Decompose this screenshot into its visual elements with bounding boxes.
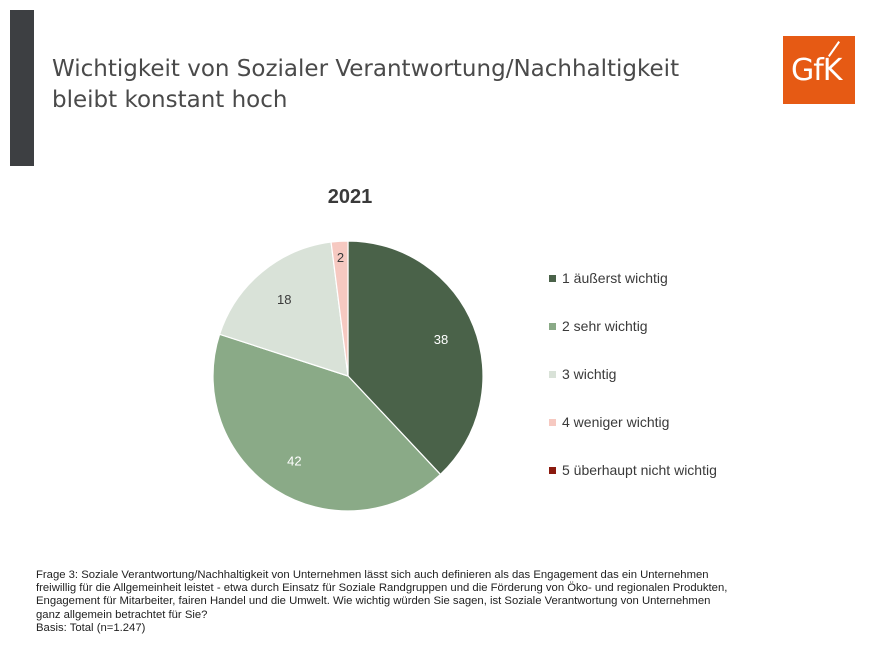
chart-title: 2021 <box>327 186 373 208</box>
pie-value-label-1: 38 <box>434 332 448 347</box>
legend-label-5: 5 überhaupt nicht wichtig <box>562 462 717 478</box>
pie-value-label-2: 42 <box>287 453 301 468</box>
pie-value-label-3: 18 <box>277 292 291 307</box>
legend-item-4: 4 weniger wichtig <box>549 414 717 430</box>
footnote-line-4: ganz allgemein betrachtet für Sie? <box>36 608 208 621</box>
legend-item-1: 1 äußerst wichtig <box>549 270 717 286</box>
page-title: Wichtigkeit von Sozialer Verantwortung/N… <box>52 54 679 116</box>
pie-slice-2 <box>212 333 442 512</box>
accent-side-bar <box>10 10 34 166</box>
gfk-logo-text: GfK <box>791 53 842 88</box>
pie-slice-3 <box>218 241 349 377</box>
pie-slice-4 <box>330 240 349 377</box>
legend-label-3: 3 wichtig <box>562 366 617 382</box>
gfk-logo: GfK <box>783 36 855 104</box>
question-footnote: Frage 3: Soziale Verantwortung/Nachhalti… <box>36 569 836 635</box>
legend-swatch-1 <box>549 274 556 282</box>
legend-item-3: 3 wichtig <box>549 366 717 382</box>
pie-slices <box>212 240 484 512</box>
pie-value-label-4: 2 <box>337 250 344 265</box>
legend-swatch-2 <box>549 322 556 330</box>
pie-slice-1 <box>347 240 484 476</box>
footnote-line-3: Engagement für Mitarbeiter, fairen Hande… <box>36 595 711 608</box>
legend-item-5: 5 überhaupt nicht wichtig <box>549 462 717 478</box>
footnote-line-2: freiwillig für die Allgemeinheit leistet… <box>36 582 728 595</box>
pie-value-labels: 38 42 18 2 <box>277 250 448 468</box>
legend-item-2: 2 sehr wichtig <box>549 318 717 334</box>
legend-label-4: 4 weniger wichtig <box>562 414 670 430</box>
page-title-line-2: bleibt konstant hoch <box>52 87 288 113</box>
legend-swatch-5 <box>549 466 556 474</box>
page-title-line-1: Wichtigkeit von Sozialer Verantwortung/N… <box>52 56 680 82</box>
footnote-basis: Basis: Total (n=1.247) <box>36 621 146 634</box>
legend-swatch-3 <box>549 370 556 378</box>
legend-label-2: 2 sehr wichtig <box>562 318 648 334</box>
footnote-line-1: Frage 3: Soziale Verantwortung/Nachhalti… <box>36 569 709 581</box>
legend-swatch-4 <box>549 418 556 426</box>
chart-legend: 1 äußerst wichtig 2 sehr wichtig 3 wichtig… <box>549 270 717 510</box>
legend-label-1: 1 äußerst wichtig <box>562 270 668 286</box>
